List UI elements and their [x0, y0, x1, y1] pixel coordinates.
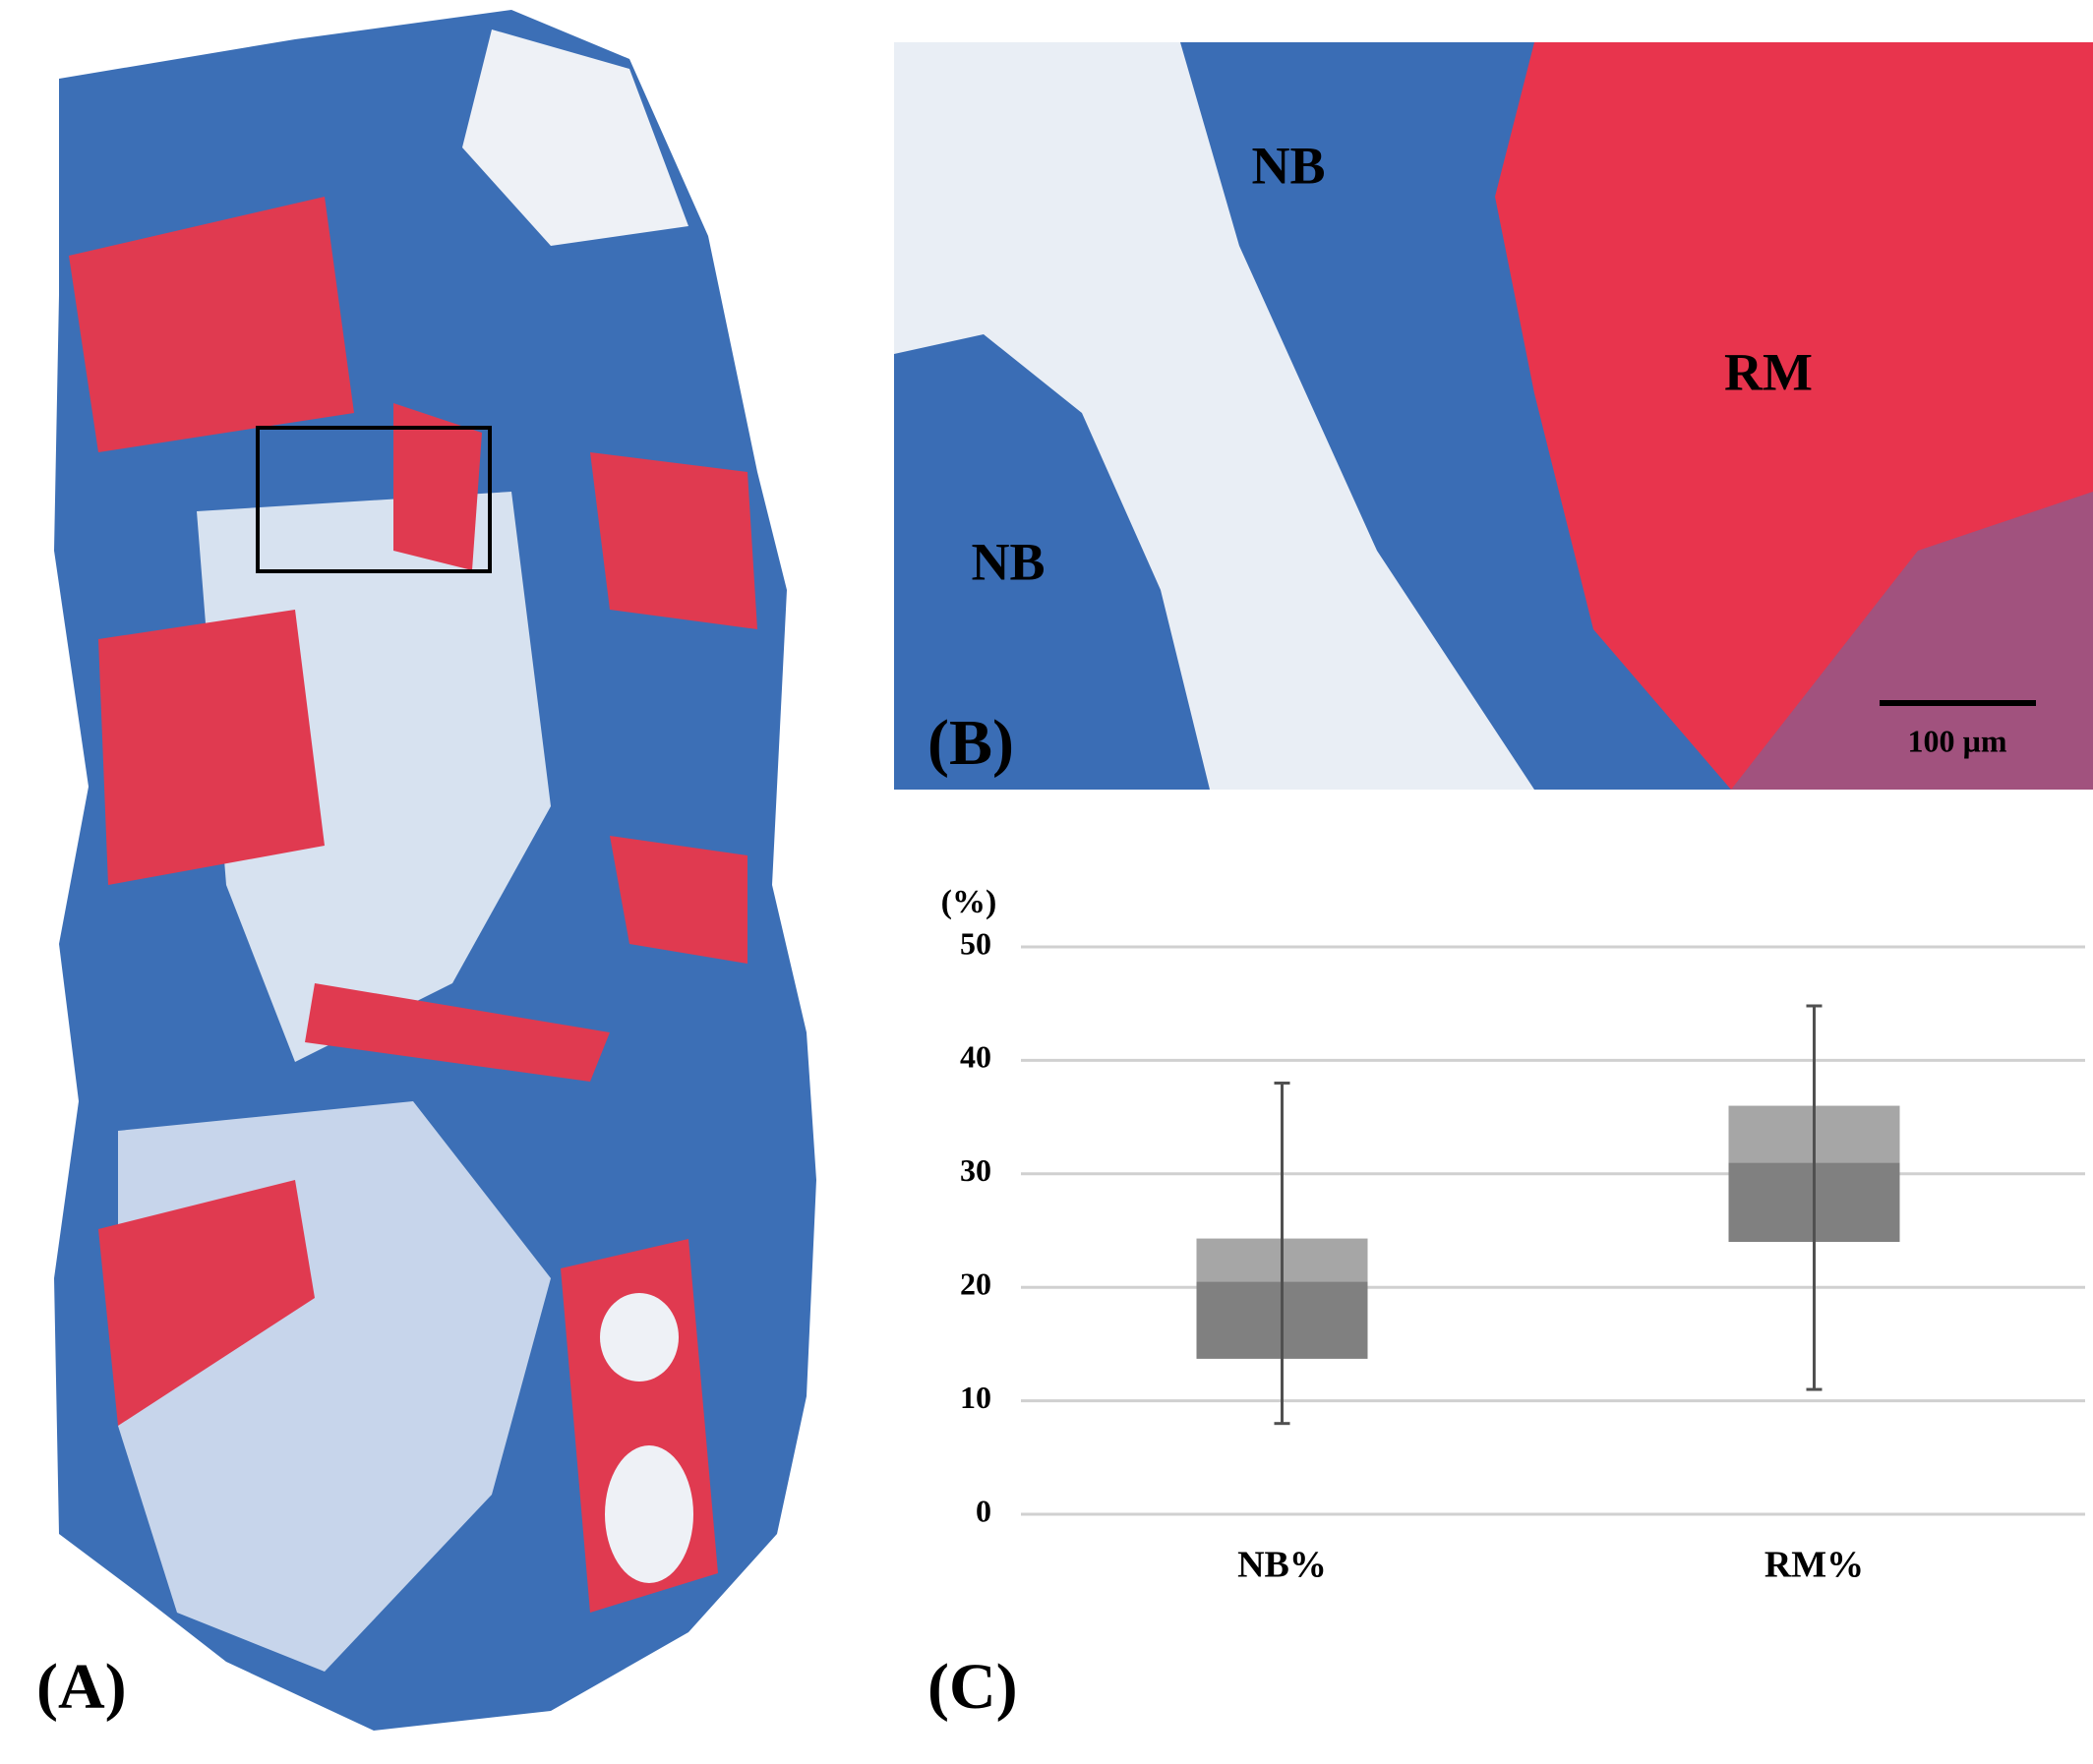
y-tick-label: 10 [960, 1380, 991, 1415]
label-nb: NB [1251, 136, 1325, 195]
y-axis-label: (%) [941, 884, 997, 920]
panel-label: (A) [36, 1651, 127, 1723]
y-tick-label: 50 [960, 925, 991, 961]
y-tick-label: 0 [976, 1493, 991, 1528]
y-tick-label: 40 [960, 1039, 991, 1075]
scale-bar-label: 100 µm [1907, 723, 2006, 758]
label-nb: NB [971, 532, 1045, 591]
tissue-section [54, 10, 816, 1731]
x-tick-label: RM% [1764, 1545, 1864, 1586]
box-plot: 0 10 20 30 40 50 NB% RM% [960, 925, 2085, 1586]
panel-label: (C) [927, 1651, 1018, 1723]
x-tick-label: NB% [1237, 1545, 1327, 1586]
y-tick-label: 30 [960, 1152, 991, 1188]
y-tick-label: 20 [960, 1266, 991, 1302]
micrograph [894, 42, 2093, 790]
label-rm: RM [1724, 342, 1813, 401]
panel-label: (B) [927, 707, 1014, 779]
